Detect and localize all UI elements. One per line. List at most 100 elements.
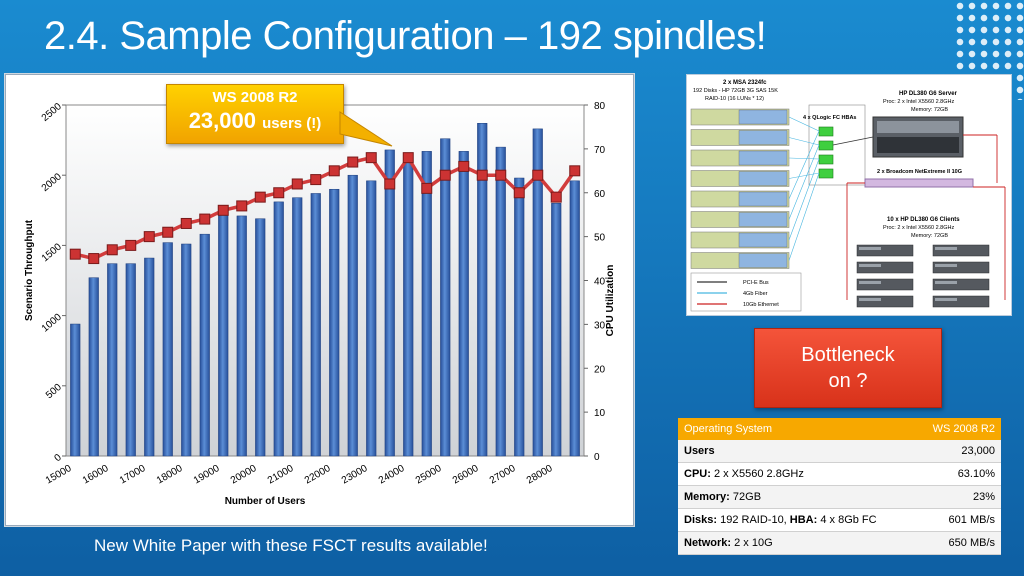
chart-bar <box>199 233 210 457</box>
client-server <box>932 261 990 274</box>
config-header-os: Operating System <box>678 418 915 440</box>
cpu-point <box>495 169 507 181</box>
chart-bar <box>458 151 469 457</box>
fiber-link <box>788 158 820 241</box>
y2-tick-label: 0 <box>594 452 600 463</box>
hba-label: 4 x QLogic FC HBAs <box>803 115 856 121</box>
chart-bar <box>125 263 136 457</box>
cpu-point <box>254 191 266 203</box>
connection-lines <box>788 116 1006 300</box>
users-callout: WS 2008 R2 23,000 users (!) <box>166 84 344 144</box>
nic-label: 2 x Broadcom NetExtreme II 10G <box>877 169 962 175</box>
y2-tick-label: 10 <box>594 408 606 419</box>
chart-bar <box>403 152 414 457</box>
chart-bar <box>107 263 118 457</box>
page-title: 2.4. Sample Configuration – 192 spindles… <box>44 14 767 58</box>
fiber-link <box>788 144 820 220</box>
table-row: Memory: 72GB 23% <box>678 485 1001 509</box>
chart-bar <box>366 180 377 457</box>
disk-shelf-front <box>738 150 788 166</box>
x-tick-label: 24000 <box>377 463 407 487</box>
fiber-link <box>788 172 820 261</box>
chart-bar <box>218 214 229 457</box>
fiber-link <box>788 172 820 179</box>
disk-shelf-front <box>738 109 788 125</box>
y-tick-label: 1500 <box>40 241 64 264</box>
bottleneck-line1: Bottleneck <box>801 344 895 366</box>
clients-sub1: Proc: 2 x Intel X5560 2.8GHz <box>883 225 954 231</box>
client-server <box>856 261 914 274</box>
cpu-point <box>532 169 544 181</box>
cpu-point <box>106 244 118 256</box>
storage-sub1: 192 Disks - HP 72GB 3G SAS 15K <box>693 88 778 94</box>
clients-title: 10 x HP DL380 G6 Clients <box>887 217 960 223</box>
table-row: Network: 2 x 10G 650 MB/s <box>678 531 1001 555</box>
config-table: Operating System WS 2008 R2 Users 23,000… <box>678 418 1001 555</box>
y2-tick-label: 50 <box>594 233 606 244</box>
x-tick-label: 22000 <box>303 463 333 487</box>
fiber-link <box>788 137 820 146</box>
x-tick-label: 16000 <box>81 463 111 487</box>
chart-bar <box>421 151 432 457</box>
chart-bar <box>292 197 303 457</box>
fiber-link <box>788 157 820 160</box>
chart-bar <box>532 128 543 457</box>
row-value2: 4 x 8Gb FC <box>820 514 877 526</box>
callout-users-unit: users (!) <box>262 115 322 132</box>
throughput-chart: 0500100015002000250001020304050607080150… <box>24 101 616 507</box>
row-label: Disks: <box>684 514 718 526</box>
y-tick-label: 1000 <box>40 311 64 334</box>
y2-tick-label: 60 <box>594 189 606 200</box>
y2-tick-label: 70 <box>594 145 606 156</box>
row-result: 601 MB/s <box>914 508 1001 532</box>
row-label: Users <box>684 445 715 457</box>
y-tick-label: 2500 <box>40 101 64 124</box>
row-value: 72GB <box>732 491 762 503</box>
hardware-diagram: 2 x MSA 2324fc 192 Disks - HP 72GB 3G SA… <box>686 74 1012 316</box>
row-result: 23,000 <box>914 440 1001 463</box>
client-servers <box>856 244 990 308</box>
cpu-point <box>347 156 359 168</box>
chart-bar <box>347 174 358 457</box>
cpu-point <box>88 253 100 265</box>
diagram-legend <box>690 272 802 312</box>
chart-bar <box>477 123 488 457</box>
table-row: CPU: 2 x X5560 2.8GHz 63.10% <box>678 462 1001 486</box>
callout-os: WS 2008 R2 <box>212 89 298 106</box>
cpu-point <box>217 204 229 216</box>
chart-panel: 0 500 1000 1500 2000 2500 0 10 20 30 40 50 60 70 80 150… <box>5 74 634 526</box>
row-label: CPU: <box>684 468 711 480</box>
chart-bar <box>384 149 395 457</box>
fiber-link <box>788 130 820 200</box>
y-tick-label: 2000 <box>40 171 64 194</box>
config-header-version: WS 2008 R2 <box>914 418 1001 440</box>
cpu-point <box>439 169 451 181</box>
chart-bar <box>514 177 525 457</box>
chart-bar <box>440 138 451 457</box>
cpu-point <box>273 187 285 199</box>
x-tick-label: 25000 <box>414 463 444 487</box>
y-tick-label: 500 <box>44 382 64 401</box>
storage-title: 2 x MSA 2324fc <box>723 80 767 86</box>
client-server <box>856 244 914 257</box>
legend-fiber: 4Gb Fiber <box>743 291 768 297</box>
chart-bar <box>236 215 247 457</box>
y2-tick-label: 40 <box>594 277 606 288</box>
disk-shelf-front <box>738 212 788 227</box>
disk-shelf-front <box>738 253 788 268</box>
client-server-bay <box>859 298 881 301</box>
cpu-point <box>180 217 192 229</box>
callout-users-value: 23,000 <box>188 108 256 133</box>
x-tick-label: 19000 <box>192 463 222 487</box>
row-label: Network: <box>684 537 732 549</box>
bottleneck-line2: on ? <box>828 370 868 392</box>
cpu-point <box>569 165 581 177</box>
cpu-line <box>74 154 577 261</box>
cpu-point <box>384 178 396 190</box>
cpu-point <box>365 152 377 164</box>
cpu-point <box>143 231 155 243</box>
cpu-point <box>236 200 248 212</box>
server-sub1: Proc: 2 x Intel X5560 2.8GHz <box>883 99 954 105</box>
cpu-point <box>69 248 81 260</box>
chart-bar <box>551 203 562 457</box>
